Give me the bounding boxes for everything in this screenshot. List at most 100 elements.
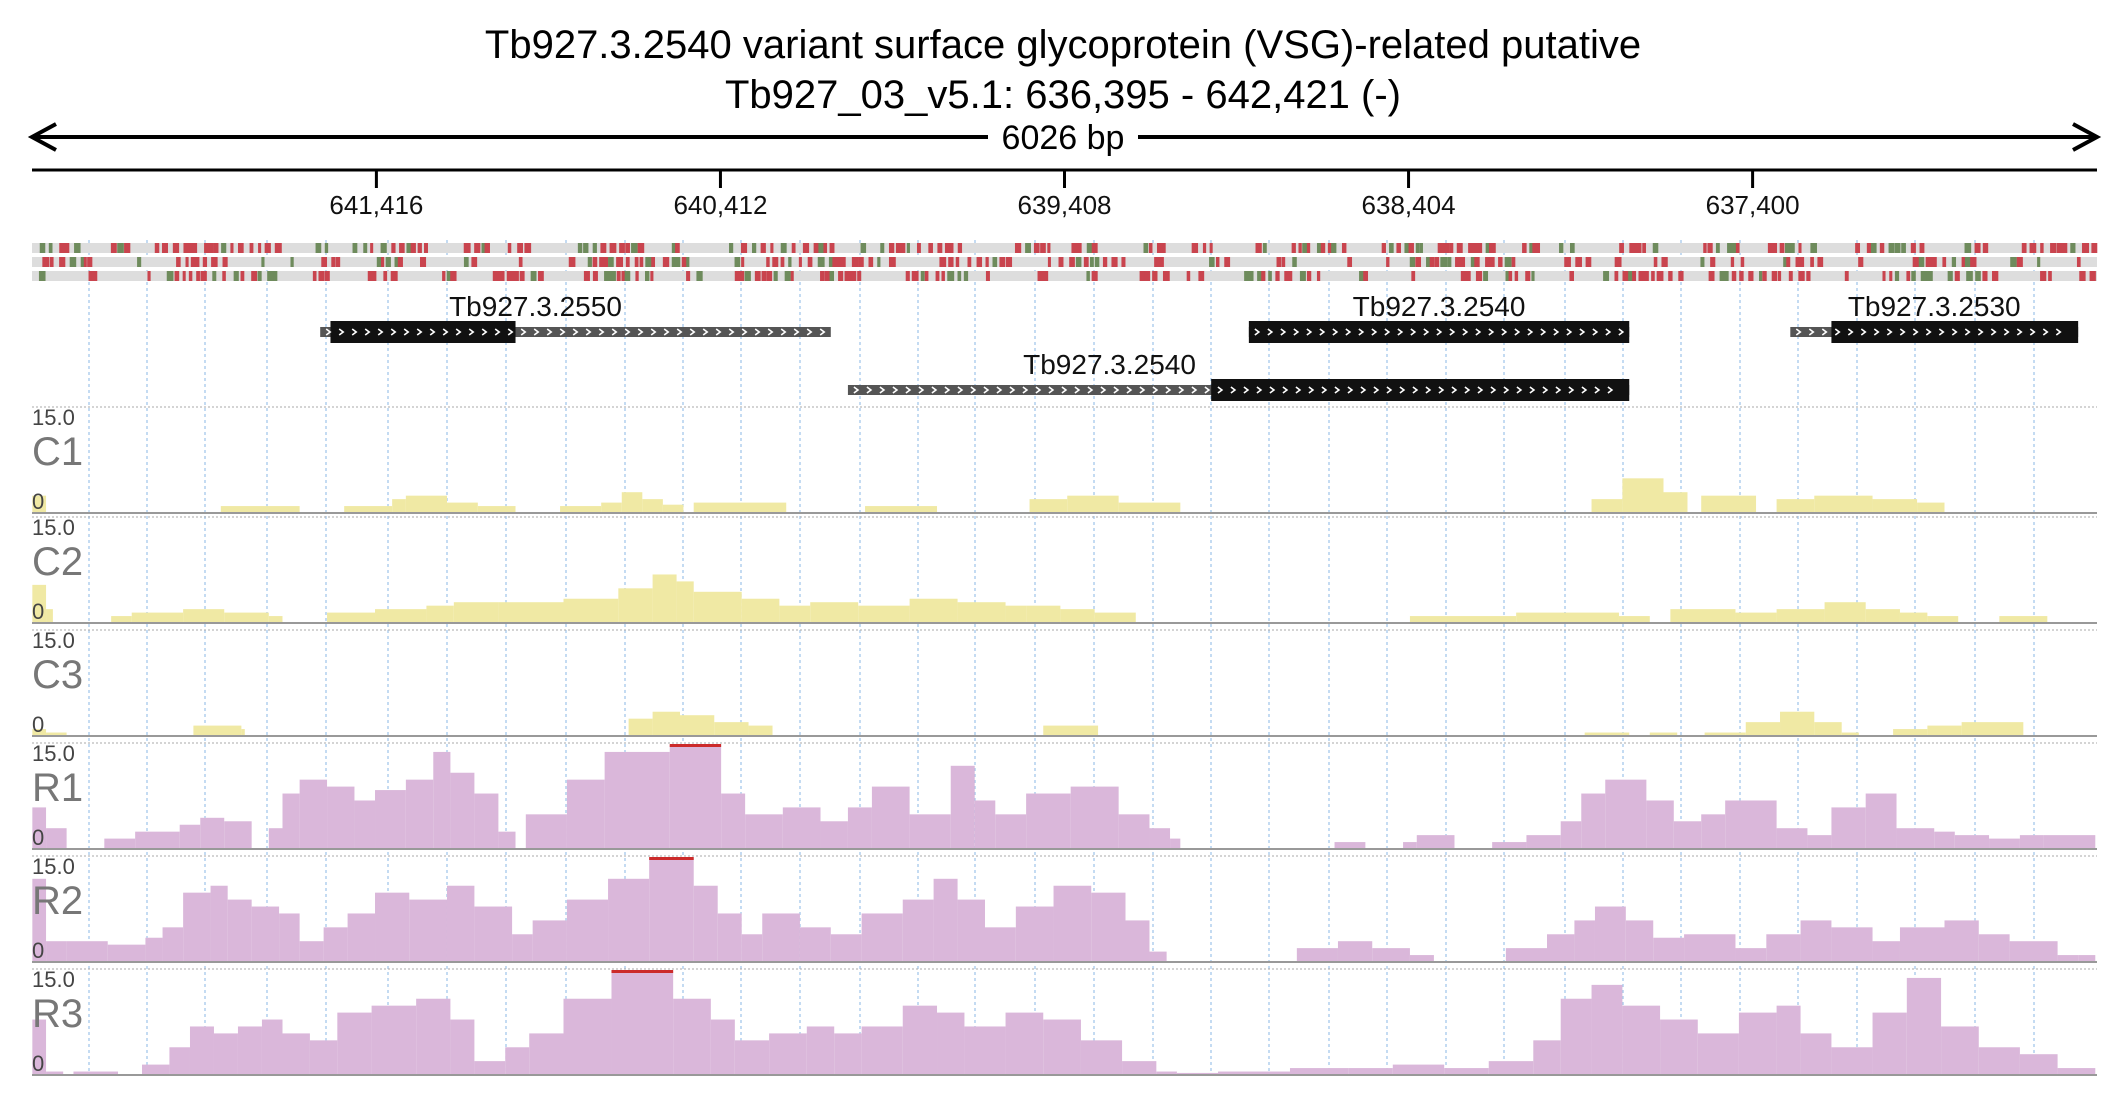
coverage-bar [669,745,722,849]
variant-mark [59,243,66,253]
variant-mark [1456,243,1463,253]
variant-mark [204,243,209,253]
variant-mark [1951,257,1957,267]
coverage-bar [1776,828,1808,849]
variant-mark [406,243,413,253]
variant-mark [635,271,639,281]
variant-mark [844,271,852,281]
variant-mark [899,243,906,253]
variant-mark [568,257,576,267]
coverage-bar [2019,835,2044,849]
variant-mark [274,243,282,253]
variant-mark [240,271,245,281]
coverage-bar [73,1071,119,1075]
strand-arrow [767,328,774,336]
variant-mark [600,243,607,253]
variant-mark [950,243,954,253]
variant-mark [1926,271,1933,281]
variant-mark [906,243,910,253]
variant-mark [185,257,189,267]
strand-arrow [1912,328,1919,336]
variant-mark [1505,271,1510,281]
variant-mark [1209,243,1213,253]
strand-arrow [611,328,618,336]
coverage-bar [1989,838,2020,849]
coverage-bar [1026,605,1061,623]
variant-mark [1569,271,1574,281]
variant-mark [183,243,190,253]
strand-arrow [1592,328,1599,336]
variant-row-bg [32,271,2097,281]
variant-mark [1121,257,1126,267]
coverage-bar [1738,1012,1777,1075]
coverage-bar [865,506,938,513]
coverage-bar [1899,927,1945,962]
variant-mark [1844,271,1849,281]
variant-mark [880,243,885,253]
strand-arrow [741,328,748,336]
variant-mark [675,243,680,253]
coverage-bar [279,913,300,962]
variant-mark [230,243,234,253]
variant-mark [1302,243,1308,253]
variant-mark [2010,257,2017,267]
variant-mark [1440,257,1448,267]
coverage-bar [327,786,355,849]
variant-mark [1882,271,1886,281]
strand-arrow [1230,386,1237,394]
coverage-bar [1403,842,1417,849]
strand-arrow [1009,386,1016,394]
strand-arrow [1217,386,1224,394]
variant-mark [985,271,990,281]
track-min-label: 0 [32,712,44,737]
strand-arrow [1191,386,1198,394]
strand-arrow [689,328,696,336]
variant-mark [1139,271,1147,281]
variant-mark [1525,271,1531,281]
coverage-bar [621,492,643,513]
strand-arrow [853,386,860,394]
variant-mark [1894,243,1901,253]
variant-mark [1707,243,1713,253]
coverage-bar [710,1019,735,1075]
coverage-bar [1831,807,1866,849]
variant-mark [807,257,813,267]
variant-mark [1532,243,1539,253]
track-c1: 15.0C1 0 [32,405,2097,514]
variant-mark [686,271,691,281]
coverage-bar [1570,612,1619,623]
coverage-bar [566,899,609,962]
variant-mark [738,271,745,281]
variant-mark [1535,243,1541,253]
strand-arrow [1503,386,1510,394]
variant-mark [1798,271,1805,281]
coverage-bar [46,1071,64,1075]
variant-mark [2076,257,2081,267]
variant-mark [507,243,512,253]
strand-arrow [442,328,449,336]
coverage-bar [1725,800,1777,849]
variant-mark [784,271,791,281]
strand-arrow [676,328,683,336]
coverage-bar [1618,616,1650,623]
variant-mark [751,243,757,253]
variant-mark [1638,271,1644,281]
variant-mark [1083,257,1089,267]
strand-arrow [494,328,501,336]
coverage-bar [66,941,108,962]
variant-mark [888,257,896,267]
strand-arrow [1360,386,1367,394]
variant-mark [1656,271,1664,281]
coverage-bar [261,1019,283,1075]
variant-mark [1288,271,1293,281]
variant-mark [370,243,374,253]
variant-mark [1224,257,1231,267]
strand-arrow [351,328,358,336]
coverage-bar [741,934,763,962]
strand-arrow [1594,386,1601,394]
coverage-bar [604,751,670,849]
variant-mark [1777,271,1782,281]
coverage-bar [1125,920,1150,962]
strand-arrow [1451,386,1458,394]
strand-arrow [1808,328,1815,336]
